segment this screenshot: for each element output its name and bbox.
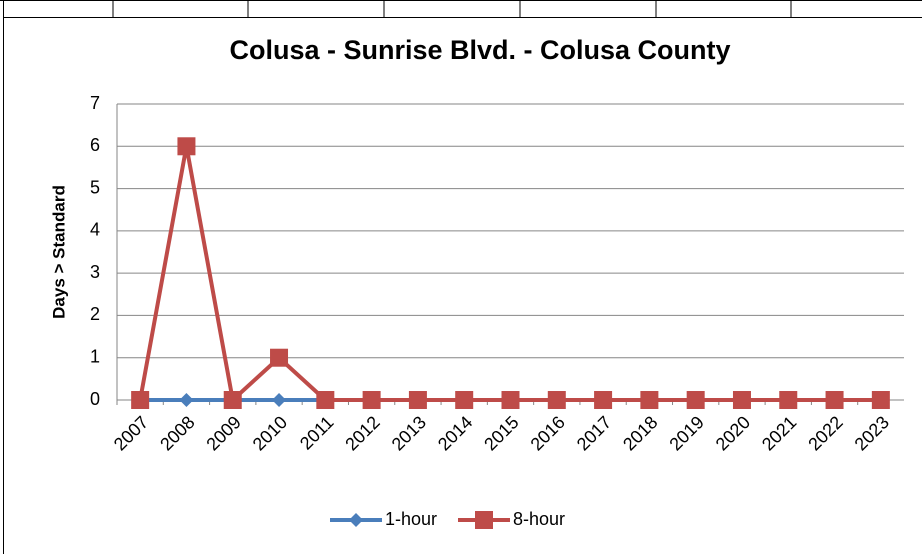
x-tick-label: 2017 (573, 412, 615, 454)
x-tick-label: 2022 (804, 412, 846, 454)
data-point (131, 391, 150, 409)
legend-marker (475, 511, 493, 529)
data-point (179, 393, 194, 407)
y-axis-label: Days > Standard (49, 185, 68, 319)
data-point (594, 391, 613, 409)
data-point (779, 391, 798, 409)
data-point (825, 391, 844, 409)
x-tick-label: 2019 (665, 412, 707, 454)
y-tick-label: 6 (90, 135, 100, 155)
x-tick-label: 2013 (388, 412, 430, 454)
legend-marker (349, 513, 363, 527)
data-point (871, 391, 890, 409)
legend-label: 1-hour (385, 509, 437, 529)
data-point (640, 391, 659, 409)
data-point (686, 391, 705, 409)
y-tick-label: 5 (90, 177, 100, 197)
data-point (501, 391, 520, 409)
x-tick-label: 2021 (758, 412, 800, 454)
data-point (408, 391, 427, 409)
data-point (272, 393, 287, 407)
data-point (362, 391, 381, 409)
y-tick-label: 4 (90, 220, 100, 240)
x-tick-label: 2011 (296, 412, 338, 454)
x-tick-label: 2015 (480, 412, 522, 454)
x-tick-label: 2020 (712, 412, 754, 454)
x-tick-label: 2008 (156, 412, 198, 454)
legend-label: 8-hour (513, 509, 565, 529)
y-tick-label: 3 (90, 262, 100, 282)
data-point (270, 348, 289, 367)
y-tick-label: 2 (90, 304, 100, 324)
y-tick-label: 7 (90, 93, 100, 113)
x-tick-label: 2009 (202, 412, 244, 454)
data-point (316, 391, 335, 409)
x-tick-label: 2016 (527, 412, 569, 454)
y-tick-label: 1 (90, 346, 100, 366)
y-tick-label: 0 (90, 389, 100, 409)
x-tick-label: 2023 (851, 412, 893, 454)
data-point (547, 391, 566, 409)
x-tick-label: 2012 (341, 412, 383, 454)
data-point (177, 137, 196, 156)
data-point (732, 391, 751, 409)
x-tick-label: 2010 (249, 412, 291, 454)
x-tick-label: 2014 (434, 412, 476, 454)
chart-title: Colusa - Sunrise Blvd. - Colusa County (229, 35, 730, 65)
x-tick-label: 2007 (110, 412, 152, 454)
data-point (455, 391, 474, 409)
x-tick-label: 2018 (619, 412, 661, 454)
data-point (223, 391, 242, 409)
